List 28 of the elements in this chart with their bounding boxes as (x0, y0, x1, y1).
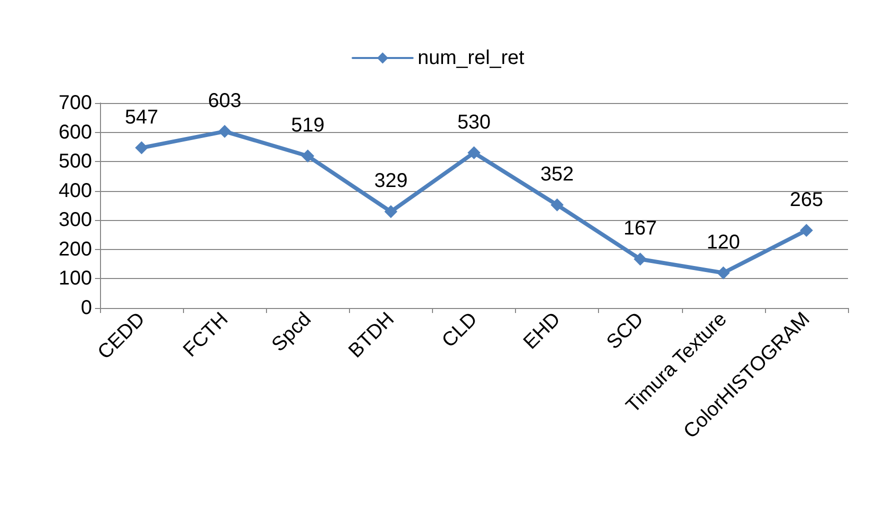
y-tick-label: 500 (58, 150, 92, 173)
data-label: 603 (208, 90, 242, 112)
y-tick-label: 400 (58, 180, 92, 202)
x-tick-label: CLD (438, 308, 482, 352)
data-label: 530 (457, 111, 491, 134)
point (634, 252, 647, 266)
point (384, 205, 398, 218)
y-tick-label: 100 (58, 268, 92, 290)
data-label: 265 (790, 188, 824, 211)
point (218, 124, 232, 138)
point (716, 266, 730, 280)
y-tick-label: 200 (58, 238, 92, 260)
point (301, 150, 314, 163)
y-tick-label: 700 (58, 92, 92, 114)
point (135, 141, 148, 154)
data-label: 352 (540, 163, 574, 186)
data-label: 547 (124, 106, 158, 128)
point (468, 146, 480, 160)
y-tick-label: 0 (80, 297, 92, 319)
data-label: 329 (374, 170, 408, 192)
data-label: 167 (624, 218, 657, 240)
point (550, 198, 564, 212)
y-tick-label: 600 (58, 121, 92, 144)
data-label: 519 (291, 114, 324, 137)
legend-label: num_rel_ret (418, 47, 525, 69)
y-tick-label: 300 (58, 209, 92, 232)
data-label: 120 (706, 231, 740, 254)
point (800, 224, 813, 237)
